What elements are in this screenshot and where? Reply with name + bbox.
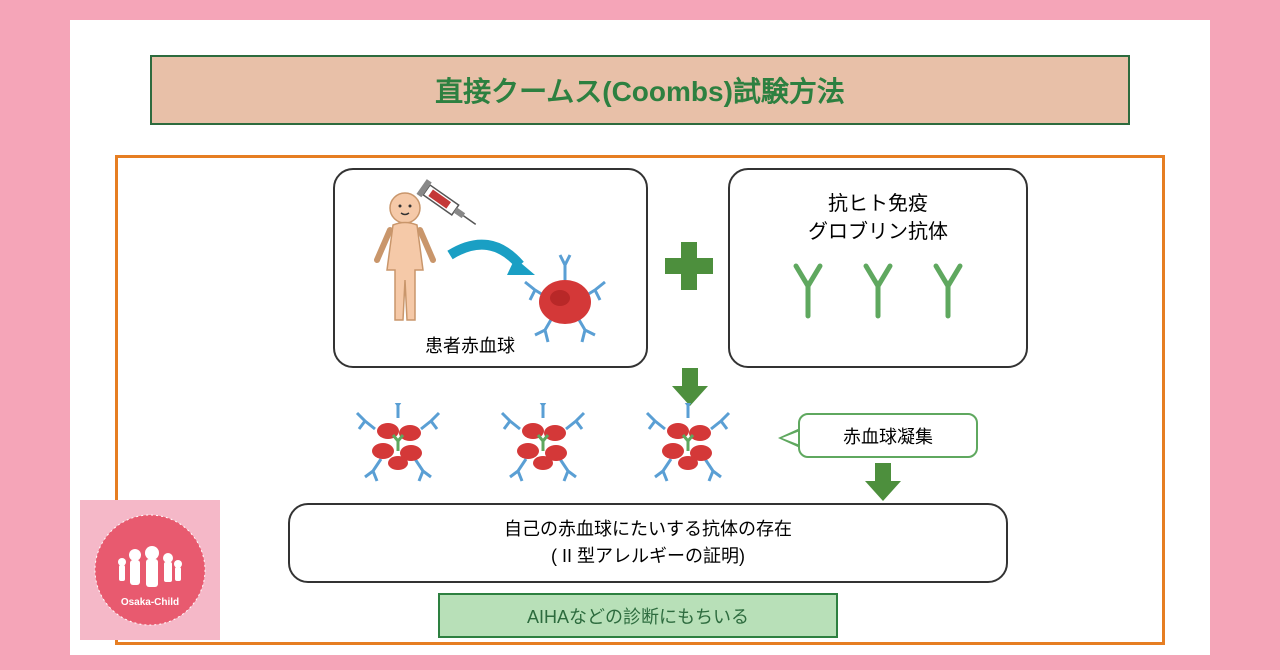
- cluster-3: [643, 403, 733, 483]
- plus-icon: [661, 238, 717, 294]
- cluster-2: [498, 403, 588, 483]
- antibody-label: 抗ヒト免疫 グロブリン抗体: [808, 190, 948, 246]
- result-box: 自己の赤血球にたいする抗体の存在 ( II 型アレルギーの証明): [288, 503, 1008, 583]
- svg-text:Osaka-Child: Osaka-Child: [121, 597, 179, 608]
- callout-tail: [778, 428, 800, 448]
- result-line2: ( II 型アレルギーの証明): [551, 543, 745, 570]
- down-arrow-2-icon: [863, 463, 903, 503]
- bottom-box: AIHAなどの診断にもちいる: [438, 593, 838, 638]
- title-text: 直接クームス(Coombs)試験方法: [435, 70, 845, 110]
- callout-box: 赤血球凝集: [798, 413, 978, 458]
- callout-text: 赤血球凝集: [843, 423, 933, 449]
- cluster-1: [353, 403, 443, 483]
- result-line1: 自己の赤血球にたいする抗体の存在: [504, 516, 792, 543]
- title-box: 直接クームス(Coombs)試験方法: [150, 55, 1130, 125]
- diagram-container: 患者赤血球 抗ヒト免疫 グロブリン抗体: [115, 155, 1165, 645]
- green-antibodies: [748, 246, 1008, 336]
- logo-icon: Osaka-Child: [90, 510, 210, 630]
- patient-panel: 患者赤血球: [333, 168, 648, 368]
- down-arrow-icon: [670, 368, 710, 408]
- bottom-text: AIHAなどの診断にもちいる: [527, 603, 749, 629]
- logo-box: Osaka-Child: [80, 500, 220, 640]
- patient-label: 患者赤血球: [425, 332, 515, 358]
- antibody-panel: 抗ヒト免疫 グロブリン抗体: [728, 168, 1028, 368]
